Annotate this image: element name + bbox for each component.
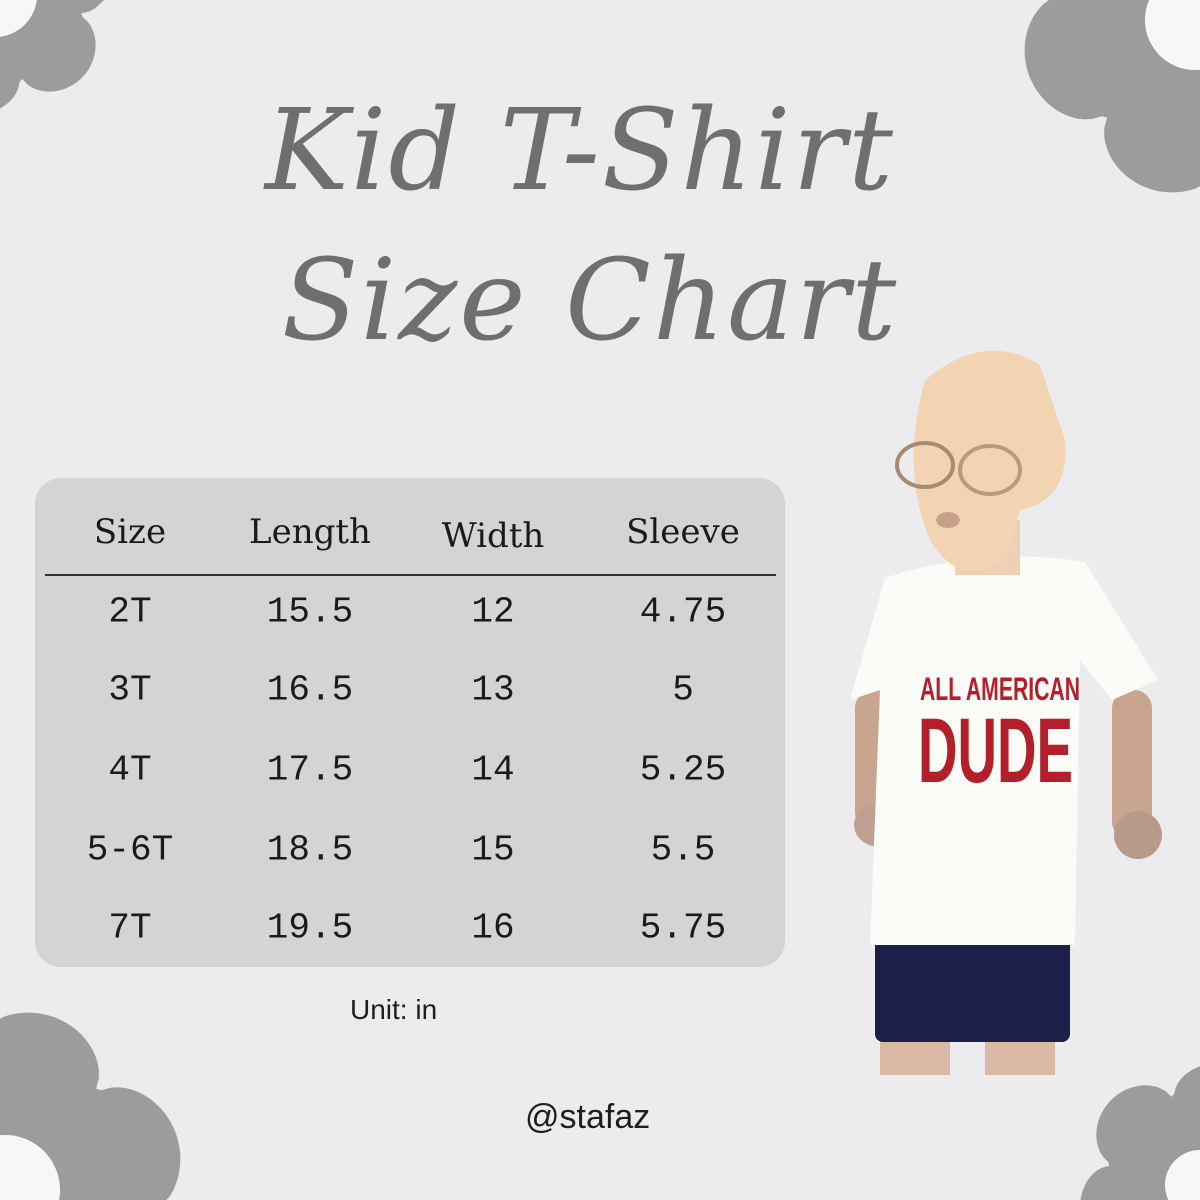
table-cell: 7T [108, 907, 152, 949]
table-cell: 19.5 [266, 907, 354, 949]
flower-petals [0, 0, 112, 114]
table-cell: 14 [471, 749, 515, 791]
flower-bottom-right [1080, 1063, 1200, 1200]
column-header-width: Width [441, 516, 545, 556]
column-header-sleeve: Sleeve [626, 512, 740, 552]
shirt-print-line2: DUDE [918, 700, 1073, 802]
table-cell: 5-6T [86, 829, 174, 871]
child-photo: ALL AMERICAN DUDE [850, 350, 1162, 1075]
table-cell: 5 [672, 669, 694, 711]
column-header-length: Length [249, 512, 371, 552]
flower-top-left [0, 0, 112, 114]
table-cell: 15 [471, 829, 515, 871]
social-handle: @stafaz [525, 1098, 651, 1136]
flower-center [0, 1135, 60, 1200]
table-cell: 5.5 [650, 829, 716, 871]
table-cell: 3T [108, 669, 152, 711]
shirt-print-line1: ALL AMERICAN [920, 671, 1080, 707]
table-cell: 4T [108, 749, 152, 791]
flower-center [1145, 0, 1200, 70]
table-cell: 16 [471, 907, 515, 949]
header-divider [45, 574, 776, 576]
table-cell: 4.75 [639, 591, 727, 633]
table-cell: 18.5 [266, 829, 354, 871]
table-cell: 5.75 [639, 907, 727, 949]
table-cell: 2T [108, 591, 152, 633]
column-header-size: Size [93, 512, 167, 552]
table-cell: 16.5 [266, 669, 354, 711]
title-line-2: Size Chart [281, 236, 899, 366]
table-cell: 17.5 [266, 749, 354, 791]
flower-petals [1080, 1063, 1200, 1200]
table-cell: 13 [471, 669, 515, 711]
unit-note: Unit: in [350, 994, 438, 1025]
flower-center [1165, 1150, 1200, 1200]
title-line-1: Kid T-Shirt [264, 86, 896, 216]
flower-top-right [1024, 0, 1200, 193]
table-cell: 15.5 [266, 591, 354, 633]
size-table: Size Length Width Sleeve 2T 15.5 12 4.75 3T 16.5 1… [35, 478, 785, 967]
table-cell: 5.25 [639, 749, 727, 791]
table-cell: 12 [471, 591, 515, 633]
flower-bottom-left [0, 1012, 181, 1200]
flower-center [0, 0, 37, 37]
